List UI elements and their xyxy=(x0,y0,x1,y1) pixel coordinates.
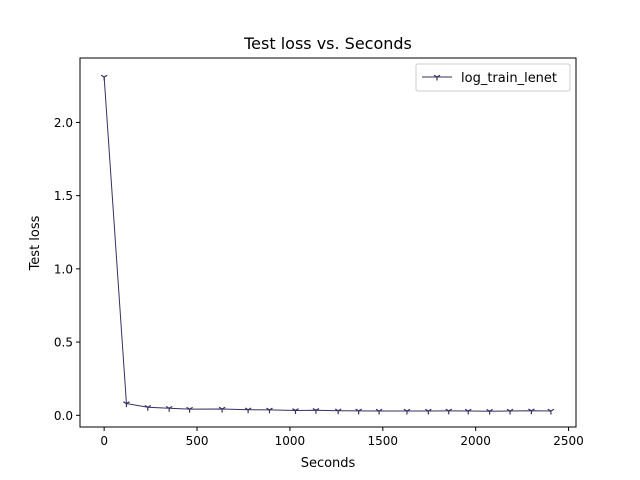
x-tick-label: 500 xyxy=(186,434,209,448)
data-point-marker xyxy=(424,408,432,415)
data-point-marker xyxy=(244,407,252,414)
data-point-marker xyxy=(506,408,514,415)
y-axis-label: Test loss xyxy=(28,215,43,271)
data-point-marker xyxy=(355,408,362,415)
data-point-marker xyxy=(403,408,411,415)
chart-title: Test loss vs. Seconds xyxy=(243,34,412,53)
series-layer xyxy=(100,74,555,415)
legend-label: log_train_lenet xyxy=(461,71,557,86)
x-tick-label: 2500 xyxy=(553,434,584,448)
data-point-marker xyxy=(144,404,152,411)
legend-marker xyxy=(433,74,441,81)
y-tick-label: 1.0 xyxy=(54,262,73,276)
data-point-marker xyxy=(292,408,299,414)
x-axis-label: Seconds xyxy=(301,456,356,471)
legend: log_train_lenet xyxy=(415,63,571,92)
y-tick-label: 2.0 xyxy=(54,116,73,130)
data-point-marker xyxy=(486,408,493,415)
x-tick-label: 1500 xyxy=(368,434,399,448)
x-tick-label: 0 xyxy=(100,434,108,448)
data-point-marker xyxy=(100,74,108,81)
data-point-marker xyxy=(266,407,273,414)
data-point-marker xyxy=(464,408,472,415)
x-tick-label: 2000 xyxy=(460,434,491,448)
data-point-marker xyxy=(123,401,130,408)
data-point-marker xyxy=(312,408,320,414)
data-point-marker xyxy=(445,408,453,415)
data-point-marker xyxy=(165,405,173,412)
legend-box xyxy=(415,63,571,92)
data-point-marker xyxy=(375,408,383,415)
plot-area xyxy=(79,57,577,428)
data-point-marker xyxy=(334,408,342,415)
x-tick-label: 1000 xyxy=(275,434,306,448)
data-point-marker xyxy=(218,406,226,413)
data-point-marker xyxy=(547,408,555,415)
y-tick-label: 0.0 xyxy=(54,409,73,423)
y-tick-label: 0.5 xyxy=(54,336,73,350)
data-point-marker xyxy=(528,408,535,415)
y-axis-ticks: 0.0 0.5 1.0 1.5 2.0 xyxy=(54,116,80,423)
data-point-marker xyxy=(186,406,193,413)
x-axis-ticks: 0 500 1000 1500 2000 2500 xyxy=(100,427,584,448)
y-tick-label: 1.5 xyxy=(54,189,73,203)
